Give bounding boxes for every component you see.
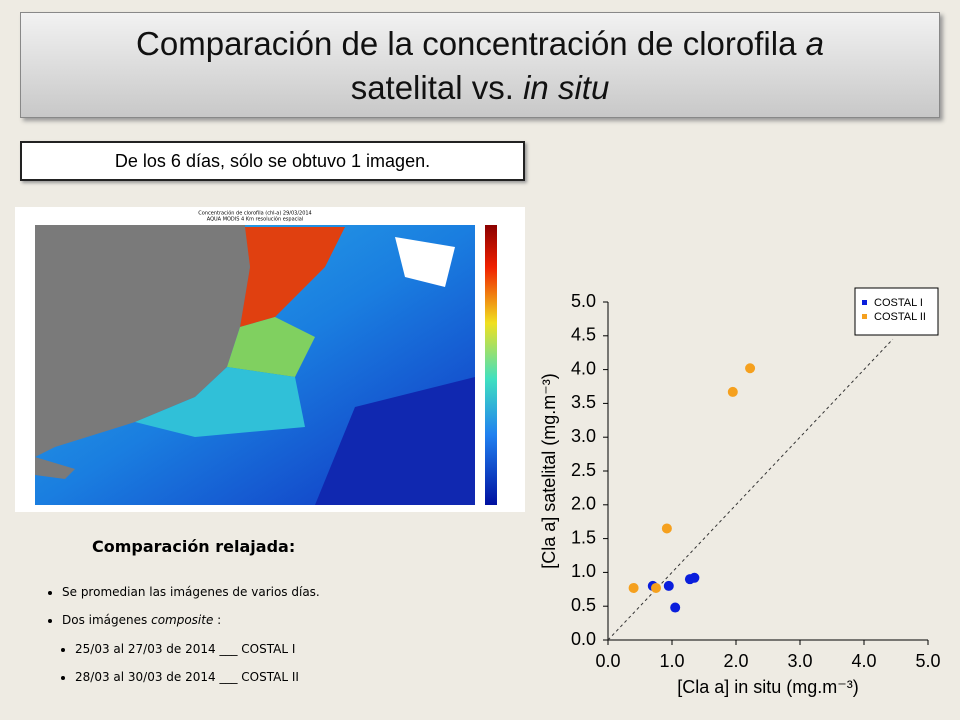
- title: satelital vs.: [350, 69, 524, 106]
- satellite-map: Concentración de clorofila (chl-a) 29/03…: [15, 207, 525, 512]
- bloom: [135, 367, 305, 437]
- x-tick-label: 0.0: [595, 651, 620, 671]
- bullet-text: composite: [151, 613, 214, 627]
- title-box: Comparación de la concentración de cloro…: [20, 12, 940, 118]
- identity-line: [607, 338, 894, 641]
- bullet-text: Dos imágenes: [62, 613, 152, 627]
- sub-bullet: 28/03 al 30/03 de 2014 ___ COSTAL II: [75, 670, 299, 684]
- bloom: [227, 317, 315, 377]
- point: [670, 602, 681, 613]
- x-tick-label: 3.0: [787, 651, 812, 671]
- legend-label: COSTAL I: [874, 297, 923, 309]
- point: [661, 523, 672, 534]
- y-tick-label: 1.0: [571, 561, 596, 581]
- bullet: Se promedian las imágenes de varios días…: [62, 585, 320, 599]
- point: [689, 572, 700, 583]
- land: [35, 225, 250, 457]
- bullet: Dos imágenes composite :: [62, 613, 320, 627]
- y-axis-label: [Cla a] satelital (mg.m⁻³): [539, 373, 559, 569]
- y-tick-label: 2.0: [571, 494, 596, 514]
- y-tick-label: 0.0: [571, 629, 596, 649]
- y-tick-label: 4.0: [571, 358, 596, 378]
- note: De los 6 días, sólo se obtuvo 1 imagen.: [20, 141, 525, 181]
- deep-ocean: [315, 377, 475, 505]
- point: [727, 386, 738, 397]
- x-tick-label: 5.0: [915, 651, 940, 671]
- y-tick-label: 1.5: [571, 527, 596, 547]
- legend-swatch: [862, 300, 867, 305]
- land: [35, 457, 75, 479]
- bullets: Se promedian las imágenes de varios días…: [42, 585, 320, 641]
- y-tick-label: 3.5: [571, 392, 596, 412]
- legend-label: COSTAL II: [874, 311, 926, 323]
- point: [745, 363, 756, 374]
- sub-bullets: 25/03 al 27/03 de 2014 ___ COSTAL I 28/0…: [55, 642, 299, 698]
- clouds: [395, 237, 455, 287]
- map-title: AQUA MODIS 4 Km resolución espacial: [207, 216, 304, 223]
- title: a: [805, 25, 824, 62]
- point: [628, 582, 639, 593]
- bloom: [240, 227, 345, 327]
- y-tick-label: 5.0: [571, 291, 596, 311]
- legend-swatch: [862, 314, 867, 319]
- point: [651, 582, 661, 593]
- bullet-text: :: [213, 613, 222, 627]
- colorbar: [485, 225, 497, 505]
- sub-bullet: 25/03 al 27/03 de 2014 ___ COSTAL I: [75, 642, 299, 656]
- heading: Comparación relajada:: [92, 537, 296, 556]
- x-tick-label: 1.0: [659, 651, 684, 671]
- y-tick-label: 0.5: [571, 595, 596, 615]
- point: [663, 580, 674, 591]
- y-tick-label: 4.5: [571, 325, 596, 345]
- legend-box: [854, 287, 939, 336]
- x-axis-label: [Cla a] in situ (mg.m⁻³): [677, 677, 859, 697]
- title: Comparación de la concentración de cloro…: [136, 25, 806, 62]
- map-title: Concentración de clorofila (chl-a) 29/03…: [198, 210, 311, 217]
- x-tick-label: 4.0: [851, 651, 876, 671]
- y-tick-label: 3.0: [571, 426, 596, 446]
- y-tick-label: 2.5: [571, 460, 596, 480]
- chart: 0.0 1.0 2.0 3.0 4.0 5.0 0.0 0.5 1.0 1.5 2.0 2.5 3.0 3…: [539, 287, 941, 697]
- x-tick-label: 2.0: [723, 651, 748, 671]
- title: in situ: [523, 69, 610, 106]
